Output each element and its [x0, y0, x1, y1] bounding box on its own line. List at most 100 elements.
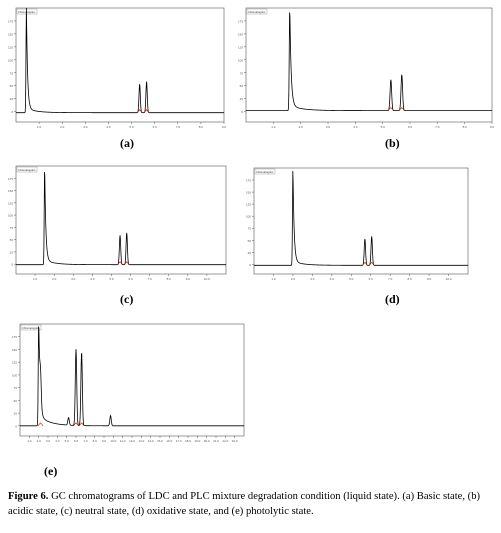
- x-tick-label: 1.0: [271, 277, 276, 281]
- chromatogram-svg-c: 0 25 50 75 100 125 150 175 1.0 2.0 3.0 4.0 5.0 6.0 7.0…: [8, 165, 227, 281]
- y-tick-label: 175: [238, 19, 243, 23]
- x-tick-label: 6.0: [153, 125, 158, 129]
- peak-integration-marker: [144, 109, 150, 113]
- x-tick-label: 7.0: [176, 125, 181, 129]
- plot-frame: [15, 7, 225, 123]
- x-tick-label: 4.0: [106, 125, 111, 129]
- peak-integration-marker: [398, 107, 405, 111]
- x-tick-label: 8.0: [463, 125, 468, 129]
- x-tick-label: 9.0: [490, 125, 495, 129]
- x-tick-label: 5.0: [129, 125, 134, 129]
- x-tick-label: 1.0: [271, 125, 276, 129]
- y-tick-label: 0: [249, 263, 251, 267]
- x-tick-label: 4.0: [330, 277, 335, 281]
- x-tick-label: 3.0: [71, 277, 76, 281]
- panel-label-d: (d): [385, 292, 400, 306]
- peak-integration-marker: [124, 261, 130, 265]
- y-tick-label: 75: [248, 227, 252, 231]
- legend-label: Chromatogram: [18, 168, 35, 172]
- x-tick-label: 13.0: [138, 439, 144, 443]
- y-tick-label: 150: [8, 189, 13, 193]
- y-tick-label: 125: [8, 45, 13, 49]
- chromatogram-trace: [246, 12, 492, 111]
- chromatogram-svg-e: 0 25 50 75 100 125 150 175 1.0 2.0 3.0 4.0 5.0 6.0 7.0…: [12, 323, 245, 443]
- x-tick-label: 1.0: [27, 439, 32, 443]
- chromatogram-panel-d: 0 25 50 75 100 125 150 175 1.0 2.0 3.0 4.0 5.0 6.0 7.0…: [238, 164, 474, 286]
- y-tick-label: 150: [238, 32, 243, 36]
- y-tick-label: 100: [246, 215, 251, 219]
- plot-frame: [245, 7, 493, 123]
- y-tick-label: 75: [10, 226, 14, 230]
- x-tick-label: 3.0: [310, 277, 315, 281]
- x-tick-label: 9.0: [186, 277, 191, 281]
- y-tick-label: 50: [248, 239, 252, 243]
- y-tick-label: 75: [14, 386, 18, 390]
- chromatogram-trace: [20, 326, 244, 427]
- x-tick-label: 7.0: [83, 439, 88, 443]
- panel-label-e: (e): [44, 464, 58, 478]
- plot-frame: [15, 165, 227, 275]
- x-tick-label: 19.0: [194, 439, 200, 443]
- y-tick-label: 125: [246, 203, 251, 207]
- y-tick-label: 25: [240, 97, 244, 101]
- panel-label-b: (b): [385, 136, 400, 150]
- plot-frame: [253, 167, 469, 275]
- y-tick-label: 100: [238, 58, 243, 62]
- x-tick-label: 7.0: [388, 277, 393, 281]
- figure-caption: Figure 6. GC chromatograms of LDC and PL…: [8, 489, 494, 519]
- x-tick-label: 8.0: [93, 439, 98, 443]
- y-tick-label: 175: [12, 335, 17, 339]
- x-tick-label: 5.0: [381, 125, 386, 129]
- x-tick-label: 3.0: [326, 125, 331, 129]
- x-tick-label: 16.0: [166, 439, 172, 443]
- peak-integration-marker: [362, 261, 368, 266]
- caption-text: GC chromatograms of LDC and PLC mixture …: [8, 491, 481, 517]
- peak-integration-marker: [73, 422, 79, 427]
- chromatogram-svg-b: 0 25 50 75 100 125 150 175 1.0 2.0 3.0 4.0 5.0 6.0 7.0…: [238, 7, 495, 129]
- x-tick-label: 12.0: [129, 439, 135, 443]
- x-tick-label: 5.0: [349, 277, 354, 281]
- peak-integration-marker: [37, 422, 44, 427]
- x-tick-label: 21.0: [213, 439, 219, 443]
- x-tick-label: 9.0: [222, 125, 227, 129]
- x-tick-label: 1.0: [37, 125, 42, 129]
- y-tick-label: 0: [241, 110, 243, 114]
- x-tick-label: 4.0: [90, 277, 95, 281]
- legend-box: [254, 168, 276, 175]
- chromatogram-svg-a: 0 25 50 75 100 125 150 175 1.0 2.0 3.0 4.0 5.0 6.0 7.0…: [8, 7, 227, 129]
- x-tick-label: 23.0: [232, 439, 238, 443]
- y-tick-label: 125: [8, 201, 13, 205]
- x-tick-label: 20.0: [204, 439, 210, 443]
- y-tick-label: 0: [15, 424, 17, 428]
- y-tick-label: 50: [10, 84, 14, 88]
- chromatogram-trace: [16, 171, 226, 266]
- y-tick-label: 50: [240, 84, 244, 88]
- y-tick-label: 100: [8, 58, 13, 62]
- chromatogram-panel-c: 0 25 50 75 100 125 150 175 1.0 2.0 3.0 4.0 5.0 6.0 7.0…: [0, 162, 232, 286]
- chromatogram-svg-d: 0 25 50 75 100 125 150 175 1.0 2.0 3.0 4.0 5.0 6.0 7.0…: [246, 167, 469, 281]
- x-tick-label: 10.0: [204, 277, 210, 281]
- chromatogram-panel-e: 0 25 50 75 100 125 150 175 1.0 2.0 3.0 4.0 5.0 6.0 7.0…: [4, 320, 250, 448]
- peak-integration-marker: [369, 261, 375, 266]
- y-tick-label: 25: [10, 250, 14, 254]
- y-tick-label: 100: [12, 373, 17, 377]
- x-tick-label: 6.0: [369, 277, 374, 281]
- x-tick-label: 6.0: [74, 439, 79, 443]
- legend-box: [16, 166, 38, 173]
- x-tick-label: 2.0: [60, 125, 65, 129]
- legend-label: Chromatogram: [256, 170, 273, 174]
- x-tick-label: 15.0: [157, 439, 163, 443]
- x-tick-label: 8.0: [199, 125, 204, 129]
- x-tick-label: 5.0: [109, 277, 114, 281]
- y-tick-label: 25: [14, 412, 18, 416]
- chromatogram-panel-a: 0 25 50 75 100 125 150 175 1.0 2.0 3.0 4.0 5.0 6.0 7.0…: [0, 4, 230, 134]
- y-tick-label: 175: [8, 19, 13, 23]
- legend-label: Chromatogram: [22, 326, 39, 330]
- y-tick-label: 150: [246, 191, 251, 195]
- x-tick-label: 8.0: [408, 277, 413, 281]
- x-tick-label: 8.0: [167, 277, 172, 281]
- x-tick-label: 2.0: [52, 277, 57, 281]
- x-tick-label: 9.0: [427, 277, 432, 281]
- x-tick-label: 6.0: [128, 277, 133, 281]
- chromatogram-panel-b: 0 25 50 75 100 125 150 175 1.0 2.0 3.0 4.0 5.0 6.0 7.0…: [230, 4, 498, 134]
